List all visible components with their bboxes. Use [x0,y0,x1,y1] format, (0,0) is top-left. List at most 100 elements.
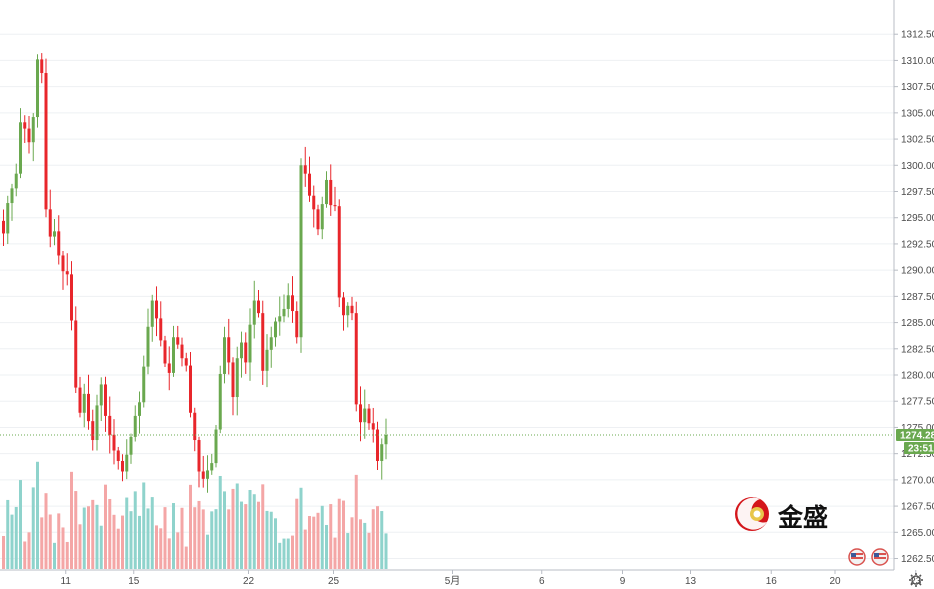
candle-body [150,300,154,327]
volume-bar [184,546,188,569]
y-tick-label: 1282.50 [901,344,934,355]
y-tick-label: 1292.50 [901,239,934,250]
volume-bar [163,507,167,569]
candle-body [27,128,31,143]
candle-body [180,344,184,359]
volume-bar [78,524,82,569]
us-flag-icon[interactable] [848,548,866,566]
y-tick-label: 1312.50 [901,30,934,41]
volume-bar [286,538,290,569]
candle-body [163,340,167,364]
candle-body [371,423,375,430]
x-tick-label: 20 [829,576,841,587]
volume-bar [180,507,184,569]
y-tick-label: 1275.00 [901,423,934,434]
y-tick-label: 1272.50 [901,449,934,460]
volume-bar [53,542,56,569]
event-flags[interactable] [848,548,889,566]
volume-bar [201,509,205,569]
brand-watermark: 金盛 [735,497,828,532]
volume-bar [104,484,107,569]
volume-bar [274,518,277,569]
x-tick-label: 5月 [445,575,461,587]
us-flag-icon[interactable] [871,548,889,566]
candle-body [57,231,61,256]
candle-body [125,454,129,472]
candle-body [210,463,214,471]
volume-bar [384,533,388,569]
volume-bar [44,493,48,569]
volume-bar [82,507,86,569]
x-axis-panel[interactable] [0,570,894,589]
x-tick-label: 16 [766,576,778,587]
candle-body [286,295,290,309]
candle-body [23,122,27,129]
y-tick-label: 1277.50 [901,397,934,408]
brand-logo-icon [735,497,769,531]
candle-body [189,365,192,413]
candle-body [384,434,388,445]
volume-bar [308,516,311,569]
candle-body [206,470,209,479]
candle-body [138,402,141,416]
volume-bar [380,511,384,569]
candle-body [303,165,307,174]
volume-bar [252,494,256,569]
x-tick-label: 15 [128,576,140,587]
y-tick-label: 1262.50 [901,554,934,565]
volume-bar [10,514,14,569]
volume-bar [316,512,320,569]
y-tick-label: 1300.00 [901,161,934,172]
candle-body [367,408,371,424]
volume-bar [74,491,78,569]
candle-body [133,415,137,437]
y-tick-label: 1280.00 [901,371,934,382]
volume-bar [125,497,129,569]
candle-body [201,471,205,479]
candle-body [44,73,48,210]
candle-body [342,297,345,316]
candle-body [142,366,146,403]
candle-body [337,206,341,298]
volume-bar [159,528,163,569]
volume-bar [155,525,158,569]
volume-bar [231,488,235,569]
candle-body [78,387,82,413]
volume-bar [142,482,146,569]
volume-bar [371,509,375,569]
candle-body [350,305,354,314]
candles [2,53,388,493]
volume-bar [342,500,345,569]
candle-body [36,59,39,118]
volume-bar [65,541,69,569]
candle-body [99,384,103,406]
volume-bar [57,513,61,569]
candle-body [380,444,384,461]
y-tick-label: 1290.00 [901,266,934,277]
volume-bar [333,537,337,569]
candle-body [235,358,239,398]
volume-bar [189,484,192,569]
y-tick-label: 1307.50 [901,82,934,93]
volume-bar [87,506,90,569]
x-tick-label: 22 [243,576,255,587]
candle-body [346,305,350,316]
x-tick-label: 25 [328,576,340,587]
volume-bar [295,498,299,569]
candle-body [91,421,95,441]
volume-bar [172,503,175,569]
volume-bar [19,480,22,569]
volume-bar [99,525,103,569]
gear-icon[interactable] [909,573,923,587]
candle-body [116,450,120,461]
candle-body [129,436,133,455]
candle-body [193,412,197,441]
volume-bar [261,484,265,569]
candle-body [146,326,150,367]
volume-bar [61,527,65,569]
candle-body [14,173,18,189]
y-axis-panel[interactable] [894,0,934,589]
candle-body [227,337,231,363]
volume-bar [133,491,137,569]
